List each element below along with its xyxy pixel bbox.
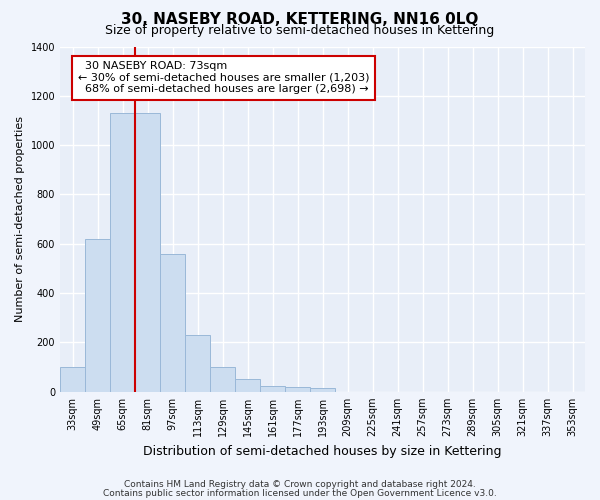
Bar bbox=[310, 388, 335, 392]
Bar bbox=[85, 239, 110, 392]
Bar bbox=[285, 387, 310, 392]
Text: 30 NASEBY ROAD: 73sqm
← 30% of semi-detached houses are smaller (1,203)
  68% of: 30 NASEBY ROAD: 73sqm ← 30% of semi-deta… bbox=[77, 62, 369, 94]
Bar bbox=[160, 254, 185, 392]
Text: 30, NASEBY ROAD, KETTERING, NN16 0LQ: 30, NASEBY ROAD, KETTERING, NN16 0LQ bbox=[121, 12, 479, 28]
X-axis label: Distribution of semi-detached houses by size in Kettering: Distribution of semi-detached houses by … bbox=[143, 444, 502, 458]
Bar bbox=[60, 367, 85, 392]
Bar bbox=[110, 113, 135, 392]
Bar bbox=[135, 113, 160, 392]
Bar bbox=[185, 335, 210, 392]
Bar bbox=[210, 367, 235, 392]
Text: Size of property relative to semi-detached houses in Kettering: Size of property relative to semi-detach… bbox=[106, 24, 494, 37]
Bar bbox=[260, 386, 285, 392]
Text: Contains public sector information licensed under the Open Government Licence v3: Contains public sector information licen… bbox=[103, 489, 497, 498]
Text: Contains HM Land Registry data © Crown copyright and database right 2024.: Contains HM Land Registry data © Crown c… bbox=[124, 480, 476, 489]
Y-axis label: Number of semi-detached properties: Number of semi-detached properties bbox=[15, 116, 25, 322]
Bar bbox=[235, 380, 260, 392]
